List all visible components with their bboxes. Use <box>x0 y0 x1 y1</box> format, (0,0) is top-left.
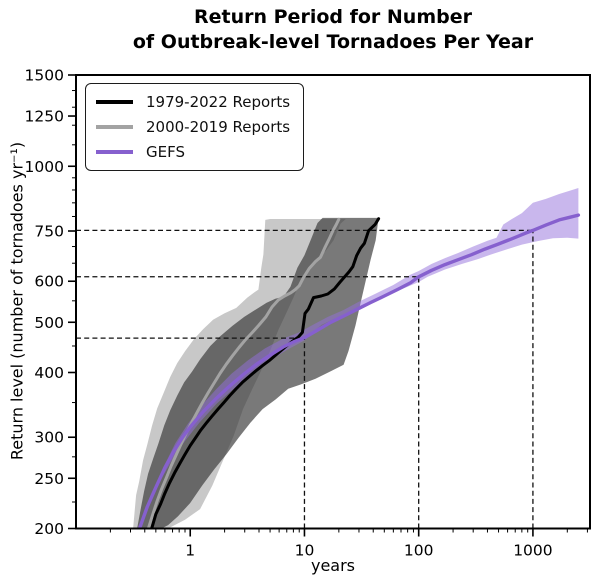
legend-item-gefs: GEFS <box>96 142 290 162</box>
chart-title-line1: Return Period for Number <box>194 6 472 28</box>
y-axis-label: Return level (number of tornadoes yr⁻¹) <box>7 141 27 461</box>
legend-label: 1979-2022 Reports <box>146 93 291 111</box>
legend-swatch-gray-line <box>96 125 133 129</box>
y-tick-label: 750 <box>34 223 64 241</box>
axes-spines <box>75 74 591 530</box>
legend-swatch-black-line <box>96 100 133 104</box>
legend-swatch-purple-line <box>96 150 133 154</box>
legend: 1979-2022 Reports 2000-2019 Reports GEFS <box>85 83 305 171</box>
series-line-1979-2022-reports <box>150 217 381 529</box>
legend-item-2000-2019-reports: 2000-2019 Reports <box>96 117 290 137</box>
x-tick-label: 100 <box>404 542 434 560</box>
x-tick-label: 10 <box>295 542 315 560</box>
y-tick-label: 250 <box>34 470 64 488</box>
confidence-band-gefs <box>139 188 579 529</box>
x-axis-label: years <box>310 556 356 575</box>
x-tick-label: 1 <box>185 542 195 560</box>
legend-label: GEFS <box>146 143 185 161</box>
y-tick-label: 1000 <box>25 158 64 176</box>
legend-label: 2000-2019 Reports <box>146 118 291 136</box>
y-tick-label: 1250 <box>25 108 64 126</box>
y-tick-label: 500 <box>34 314 64 332</box>
x-tick-label: 1000 <box>513 542 552 560</box>
y-tick-label: 300 <box>34 429 64 447</box>
y-tick-label: 200 <box>34 520 64 538</box>
y-tick-label: 400 <box>34 364 64 382</box>
chart-title-line2: of Outbreak-level Tornadoes Per Year <box>132 31 534 54</box>
y-tick-label: 1500 <box>25 67 64 85</box>
series-line-2000-2019-reports <box>146 217 341 529</box>
series-line-gefs <box>137 213 581 529</box>
axis-ticks: 1 10 100 1000 200 250 300 400 500 600 750 1000 1250 1… <box>25 67 588 560</box>
legend-item-1979-2022-reports: 1979-2022 Reports <box>96 92 290 112</box>
y-tick-label: 600 <box>34 273 64 291</box>
chart-title: Return Period for Number of Outbreak-lev… <box>76 5 590 55</box>
plot-area <box>76 188 581 529</box>
